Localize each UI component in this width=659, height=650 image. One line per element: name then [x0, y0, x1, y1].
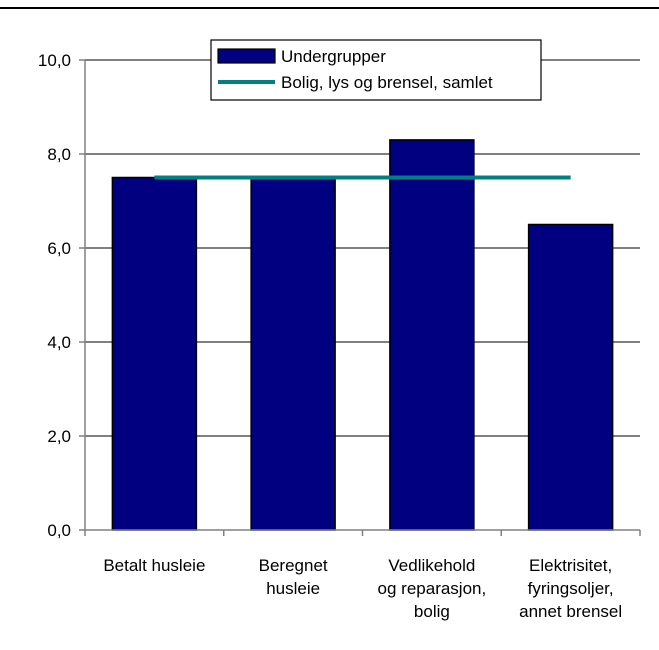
legend-label: Undergrupper — [281, 47, 386, 66]
y-tick-label: 4,0 — [47, 333, 71, 352]
y-tick-label: 6,0 — [47, 239, 71, 258]
x-category-label: fyringsoljer, — [528, 579, 614, 598]
x-category-label: Beregnet — [259, 556, 328, 575]
bar — [527, 223, 614, 531]
y-tick-label: 8,0 — [47, 145, 71, 164]
x-category-label: Vedlikehold — [388, 556, 475, 575]
x-category-label: annet brensel — [519, 602, 622, 621]
legend: Undergrupper Bolig, lys og brensel, samle… — [210, 39, 542, 101]
x-category-label: Betalt husleie — [103, 556, 205, 575]
legend-swatch-bar — [217, 48, 276, 64]
legend-label: Bolig, lys og brensel, samlet — [281, 73, 493, 92]
x-category-label: og reparasjon, — [378, 579, 487, 598]
bar — [250, 176, 336, 531]
y-tick-label: 2,0 — [47, 427, 71, 446]
plot-area: 0,0 2,0 4,0 6,0 8,0 10,0 Betalt husleie Beregne… — [38, 51, 641, 621]
bar — [389, 139, 475, 531]
x-category-label: husleie — [266, 579, 320, 598]
y-tick-label: 10,0 — [38, 51, 71, 70]
x-category-label: bolig — [414, 602, 450, 621]
x-category-label: Elektrisitet, — [529, 556, 612, 575]
bar — [111, 176, 198, 531]
y-tick-label: 0,0 — [47, 521, 71, 540]
